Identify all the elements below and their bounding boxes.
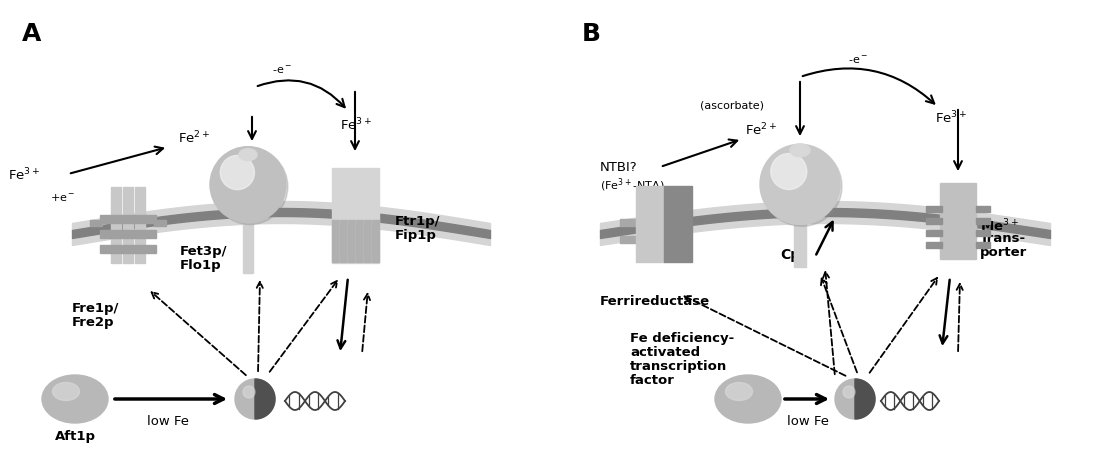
Bar — [636, 187, 664, 262]
Text: Cp: Cp — [780, 248, 800, 262]
Bar — [340, 169, 347, 264]
Circle shape — [210, 147, 286, 223]
Polygon shape — [255, 379, 275, 419]
Text: activated: activated — [631, 345, 700, 358]
Text: Me$^{3+}$: Me$^{3+}$ — [980, 217, 1018, 234]
Circle shape — [212, 149, 288, 225]
Ellipse shape — [42, 375, 108, 423]
Bar — [976, 218, 991, 224]
Ellipse shape — [239, 149, 257, 161]
Text: (ascorbate): (ascorbate) — [700, 100, 764, 110]
Bar — [111, 188, 121, 263]
Text: -e$^-$: -e$^-$ — [847, 54, 868, 65]
Text: e$^-$: e$^-$ — [676, 194, 692, 205]
Text: low Fe: low Fe — [146, 414, 189, 427]
Bar — [100, 230, 157, 239]
Text: A: A — [22, 22, 41, 46]
Bar — [348, 169, 354, 264]
Text: Ferrireductase: Ferrireductase — [600, 295, 710, 307]
Circle shape — [770, 154, 807, 190]
Bar — [348, 221, 354, 263]
Bar — [620, 220, 638, 226]
Bar — [940, 184, 976, 259]
Text: +e$^-$: +e$^-$ — [50, 192, 75, 203]
Bar — [976, 230, 991, 236]
Text: Fre1p/: Fre1p/ — [72, 301, 120, 314]
Bar — [794, 208, 806, 268]
Bar — [100, 245, 157, 253]
Text: Trans-: Trans- — [980, 231, 1026, 244]
Bar — [332, 169, 339, 264]
Bar — [154, 221, 165, 226]
Text: B: B — [582, 22, 601, 46]
Text: (Fe$^{3+}$-NTA): (Fe$^{3+}$-NTA) — [600, 176, 665, 193]
Circle shape — [235, 379, 275, 419]
Text: Fe$^{3+}$: Fe$^{3+}$ — [340, 116, 372, 133]
Bar — [135, 188, 145, 263]
Bar — [926, 218, 942, 224]
Text: Ftr1p/: Ftr1p/ — [395, 215, 440, 227]
Bar — [363, 169, 370, 264]
Bar — [664, 187, 692, 262]
Bar — [340, 221, 347, 263]
Bar — [356, 169, 362, 264]
Bar — [332, 221, 339, 263]
Bar — [363, 221, 370, 263]
Bar — [926, 207, 942, 212]
Text: transcription: transcription — [631, 359, 727, 372]
Bar — [976, 242, 991, 248]
Ellipse shape — [53, 382, 79, 400]
Text: Fe$^{3+}$: Fe$^{3+}$ — [8, 166, 40, 183]
Text: factor: factor — [631, 373, 675, 386]
Text: Flo1p: Flo1p — [180, 258, 221, 272]
Text: Fe deficiency-: Fe deficiency- — [631, 331, 735, 344]
Text: Fe$^{2+}$: Fe$^{2+}$ — [178, 129, 210, 146]
Text: NTBI?: NTBI? — [600, 161, 637, 174]
Circle shape — [760, 145, 840, 225]
Text: Fe$^{2+}$: Fe$^{2+}$ — [745, 121, 777, 138]
Bar — [371, 221, 379, 263]
Circle shape — [762, 147, 842, 227]
Bar — [243, 208, 253, 273]
Text: Aft1p: Aft1p — [55, 429, 95, 442]
Bar — [926, 230, 942, 236]
Text: porter: porter — [980, 245, 1027, 258]
Circle shape — [835, 379, 875, 419]
Ellipse shape — [726, 382, 752, 400]
Bar — [100, 216, 157, 224]
Bar — [371, 169, 379, 264]
Bar — [926, 242, 942, 248]
Text: low Fe: low Fe — [787, 414, 830, 427]
Circle shape — [843, 386, 855, 398]
Bar — [123, 188, 133, 263]
Text: Fet3p/: Fet3p/ — [180, 244, 227, 258]
Text: Fre2p: Fre2p — [72, 315, 114, 328]
Ellipse shape — [716, 375, 781, 423]
Circle shape — [220, 156, 255, 190]
Polygon shape — [855, 379, 875, 419]
Text: Fe$^{3+}$: Fe$^{3+}$ — [935, 110, 967, 126]
Bar — [91, 221, 102, 226]
Bar — [356, 221, 362, 263]
Bar — [620, 236, 638, 244]
Ellipse shape — [790, 144, 811, 157]
Circle shape — [243, 386, 255, 398]
Text: -e$^-$: -e$^-$ — [272, 64, 292, 75]
Text: Fip1p: Fip1p — [395, 229, 437, 241]
Bar — [976, 207, 991, 212]
